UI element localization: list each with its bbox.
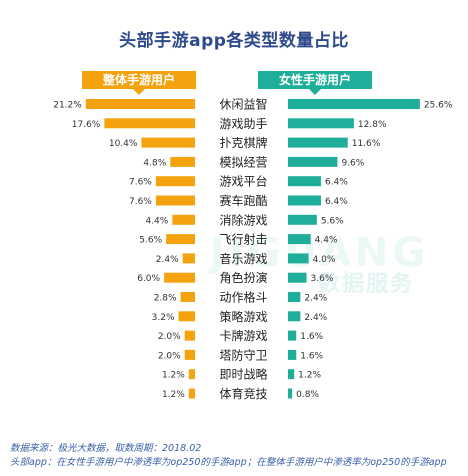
bar-female-10 [288, 292, 301, 302]
bar-overall-2 [141, 137, 195, 148]
bar-overall-8 [182, 253, 195, 264]
category-label-11: 策略游戏 [219, 309, 267, 324]
label-overall-1: 17.6% [72, 120, 101, 130]
bar-overall-14 [188, 369, 195, 380]
bar-female-8 [288, 253, 309, 264]
footer-source: 数据来源：极光大数据，取数周期：2018.02 [10, 443, 202, 454]
label-female-13: 1.6% [300, 351, 323, 361]
label-overall-6: 4.4% [145, 216, 168, 226]
bar-overall-12 [184, 330, 195, 341]
bar-chart: 21.2% 休闲益智 25.6% 17.6% 游戏助手 12.8% 10.4% 扑克棋牌 11.… [53, 97, 453, 402]
legend-female-users: 女性手游用户 [258, 71, 372, 95]
category-label-6: 消除游戏 [219, 212, 267, 227]
watermark-logo: JIGUANG [210, 230, 430, 276]
bar-female-1 [288, 118, 354, 129]
bar-overall-3 [170, 156, 195, 167]
bar-female-11 [288, 311, 301, 322]
bar-female-5 [288, 195, 321, 206]
bar-female-6 [288, 214, 317, 225]
watermark-text: 数据服务 [318, 272, 415, 297]
label-overall-8: 2.4% [156, 255, 179, 265]
bar-overall-13 [184, 349, 195, 360]
bar-female-9 [288, 272, 307, 283]
label-female-11: 2.4% [304, 313, 327, 323]
label-female-0: 25.6% [424, 101, 453, 111]
label-female-6: 5.6% [321, 216, 344, 226]
label-female-3: 9.6% [341, 158, 364, 168]
legend-overall-users: 整体手游用户 [82, 71, 196, 95]
label-overall-12: 2.0% [158, 332, 181, 342]
bar-overall-5 [155, 195, 195, 206]
bar-female-3 [288, 156, 338, 167]
footer-notes: 数据来源：极光大数据，取数周期：2018.02 头部app：在女性手游用户中渗透… [10, 442, 447, 470]
category-label-7: 飞行射击 [219, 232, 267, 247]
label-overall-13: 2.0% [158, 351, 181, 361]
bar-overall-7 [166, 234, 195, 245]
bar-overall-11 [178, 311, 195, 322]
label-female-15: 0.8% [296, 390, 319, 400]
bar-overall-4 [155, 176, 195, 187]
chart-title: 头部手游app各类型数量占比 [119, 31, 349, 51]
bar-female-14 [288, 369, 295, 380]
category-label-0: 休闲益智 [219, 97, 267, 112]
category-label-5: 赛车跑酷 [219, 193, 267, 208]
bar-overall-9 [164, 272, 195, 283]
label-overall-2: 10.4% [109, 139, 138, 149]
label-female-7: 4.4% [315, 236, 338, 246]
label-female-10: 2.4% [304, 294, 327, 304]
label-female-1: 12.8% [358, 120, 387, 130]
category-label-4: 游戏平台 [219, 174, 267, 189]
label-overall-11: 3.2% [152, 313, 175, 323]
bar-female-13 [288, 349, 297, 360]
bar-female-7 [288, 234, 311, 245]
bar-overall-1 [104, 118, 195, 129]
label-overall-3: 4.8% [143, 158, 166, 168]
label-overall-14: 1.2% [162, 371, 185, 381]
bar-overall-10 [180, 292, 195, 302]
label-female-2: 11.6% [352, 139, 381, 149]
category-label-13: 塔防守卫 [219, 347, 267, 362]
label-overall-0: 21.2% [53, 101, 82, 111]
label-female-8: 4.0% [313, 255, 336, 265]
bar-female-12 [288, 330, 297, 341]
bar-female-15 [288, 388, 293, 399]
bar-female-4 [288, 176, 321, 187]
category-label-9: 角色扮演 [219, 270, 267, 285]
label-overall-4: 7.6% [129, 178, 152, 188]
label-female-12: 1.6% [300, 332, 323, 342]
bar-female-2 [288, 137, 348, 148]
label-overall-5: 7.6% [129, 197, 152, 207]
category-label-15: 体育竞技 [219, 386, 267, 401]
category-label-10: 动作格斗 [219, 290, 267, 305]
label-overall-9: 6.0% [137, 274, 160, 284]
label-overall-15: 1.2% [162, 390, 185, 400]
label-overall-7: 5.6% [139, 236, 162, 246]
category-label-1: 游戏助手 [219, 117, 267, 131]
bar-overall-6 [172, 214, 195, 225]
label-overall-10: 2.8% [154, 294, 177, 304]
label-female-14: 1.2% [298, 371, 321, 381]
category-label-2: 扑克棋牌 [219, 136, 267, 150]
label-female-5: 6.4% [325, 197, 348, 207]
category-label-12: 卡牌游戏 [219, 329, 267, 343]
category-label-8: 音乐游戏 [219, 251, 267, 266]
bar-overall-0 [85, 99, 195, 109]
footer-definition: 头部app：在女性手游用户中渗透率为op250的手游app；在整体手游用户中渗透… [10, 457, 447, 468]
category-label-14: 即时战略 [219, 367, 267, 382]
label-female-9: 3.6% [311, 274, 334, 284]
bar-overall-15 [188, 388, 195, 399]
label-female-4: 6.4% [325, 178, 348, 188]
bar-female-0 [288, 99, 420, 109]
category-label-3: 模拟经营 [219, 155, 267, 169]
